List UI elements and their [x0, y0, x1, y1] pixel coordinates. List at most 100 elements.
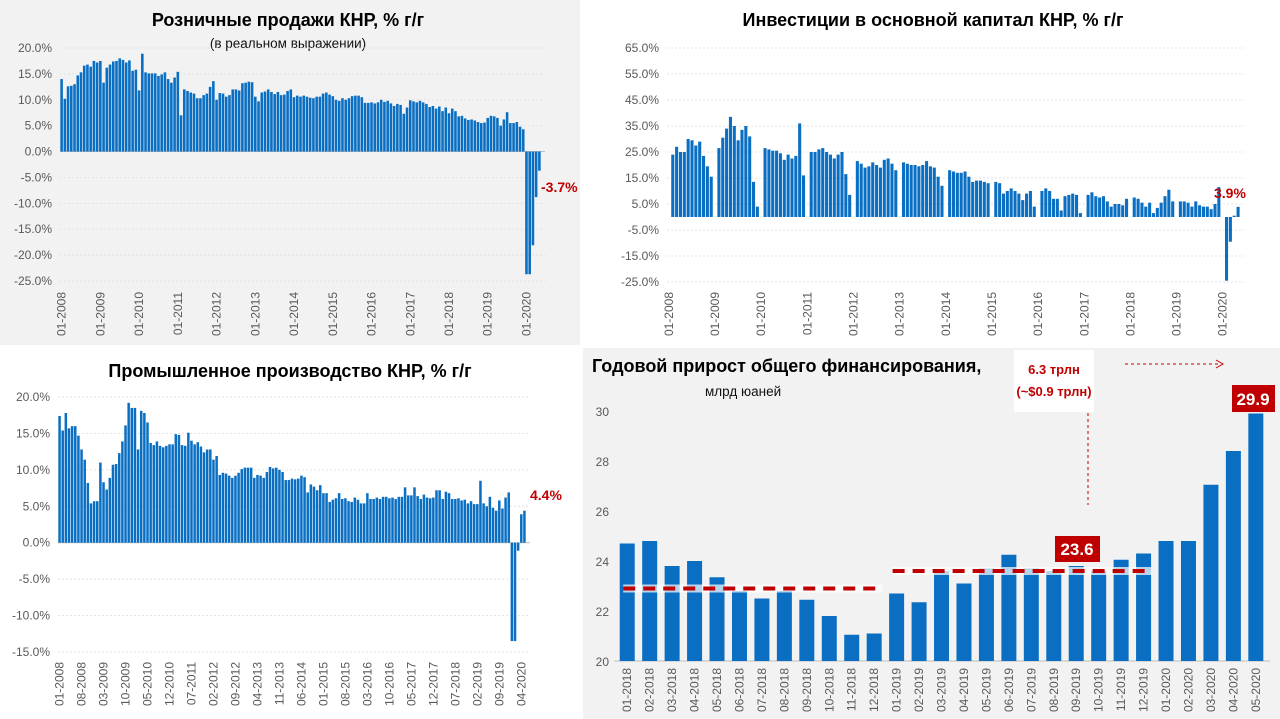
bar	[155, 441, 159, 543]
bar	[318, 96, 322, 152]
x-tick-label: 08-2018	[777, 668, 791, 712]
bar	[375, 497, 379, 543]
bar	[454, 111, 457, 152]
bar	[855, 161, 859, 217]
bar	[202, 452, 206, 543]
bar	[312, 98, 315, 152]
bar	[305, 96, 309, 152]
x-tick-label: 01-2010	[132, 292, 146, 336]
bar	[179, 115, 183, 152]
bar	[694, 145, 698, 217]
bar	[118, 58, 122, 152]
bar	[416, 496, 419, 543]
bar	[725, 128, 729, 217]
bar	[1201, 206, 1206, 217]
bar	[300, 475, 303, 543]
bar	[848, 194, 852, 217]
bar	[863, 167, 867, 217]
bar	[479, 480, 482, 543]
x-tick-label: 01-2016	[365, 292, 379, 336]
bar	[505, 112, 509, 152]
bar	[875, 165, 879, 217]
bar	[202, 95, 205, 152]
bar	[250, 82, 254, 152]
bar	[790, 158, 794, 217]
bar	[701, 155, 706, 217]
bar	[325, 92, 328, 152]
bar	[283, 94, 286, 152]
x-tick-label: 08-2015	[338, 662, 352, 706]
bar	[776, 591, 792, 661]
bar	[1071, 193, 1075, 217]
bar	[1090, 192, 1094, 217]
bar	[133, 407, 137, 543]
x-tick-label: 01-2012	[210, 292, 224, 336]
bar	[744, 126, 748, 217]
bar	[276, 92, 280, 152]
bar	[76, 75, 80, 152]
bar	[844, 174, 848, 217]
bar	[1151, 213, 1156, 217]
bar	[971, 181, 975, 217]
bar	[936, 176, 940, 217]
bar	[115, 60, 118, 152]
bar	[410, 495, 413, 543]
average-value-badge	[1055, 536, 1100, 562]
bar	[319, 485, 322, 543]
bar	[520, 514, 523, 543]
bar	[438, 490, 441, 543]
bar	[450, 499, 454, 543]
bar	[934, 571, 950, 661]
bar	[678, 152, 682, 217]
bar	[182, 89, 186, 152]
bar	[460, 115, 464, 152]
bar	[905, 163, 909, 217]
y-tick-label: -15.0%	[621, 249, 659, 263]
bar	[102, 482, 105, 543]
bar	[1144, 206, 1148, 217]
bar	[994, 181, 998, 217]
bar	[195, 98, 199, 152]
bar	[117, 453, 121, 543]
bar	[1068, 566, 1084, 661]
bar	[1125, 198, 1129, 217]
bar	[224, 96, 228, 152]
bar	[400, 496, 404, 543]
bar	[312, 486, 316, 543]
y-tick-label: 5.0%	[632, 197, 660, 211]
bar	[322, 493, 325, 543]
bar	[168, 444, 171, 543]
bar	[1101, 196, 1106, 217]
bar	[144, 72, 147, 152]
bar	[309, 484, 313, 543]
bar	[441, 111, 444, 152]
x-tick-label: 01-2009	[93, 292, 107, 336]
bar	[215, 456, 218, 543]
y-tick-label: 0.0%	[25, 145, 53, 159]
bar	[137, 90, 141, 152]
bar	[921, 165, 925, 217]
bar	[359, 503, 363, 543]
bar	[1136, 553, 1152, 661]
x-tick-label: 05-2019	[979, 668, 993, 712]
bar	[79, 72, 83, 152]
bar	[682, 152, 686, 217]
x-tick-label: 01-2019	[890, 668, 904, 712]
bar	[731, 591, 747, 661]
bar	[74, 426, 77, 543]
x-tick-label: 05-2020	[1249, 668, 1263, 712]
bar	[1046, 571, 1062, 661]
bar	[925, 161, 929, 217]
bar	[909, 165, 913, 217]
y-tick-label: -10.0%	[14, 196, 52, 210]
x-tick-label: 12-2018	[867, 668, 881, 712]
bar	[447, 113, 451, 152]
bar	[266, 89, 270, 152]
bar	[218, 93, 222, 152]
bar	[963, 171, 967, 217]
bar	[247, 81, 251, 152]
x-tick-label: 05-2018	[710, 668, 724, 712]
bar	[447, 493, 451, 543]
x-tick-label: 12-2019	[1137, 668, 1151, 712]
bar	[221, 472, 225, 543]
